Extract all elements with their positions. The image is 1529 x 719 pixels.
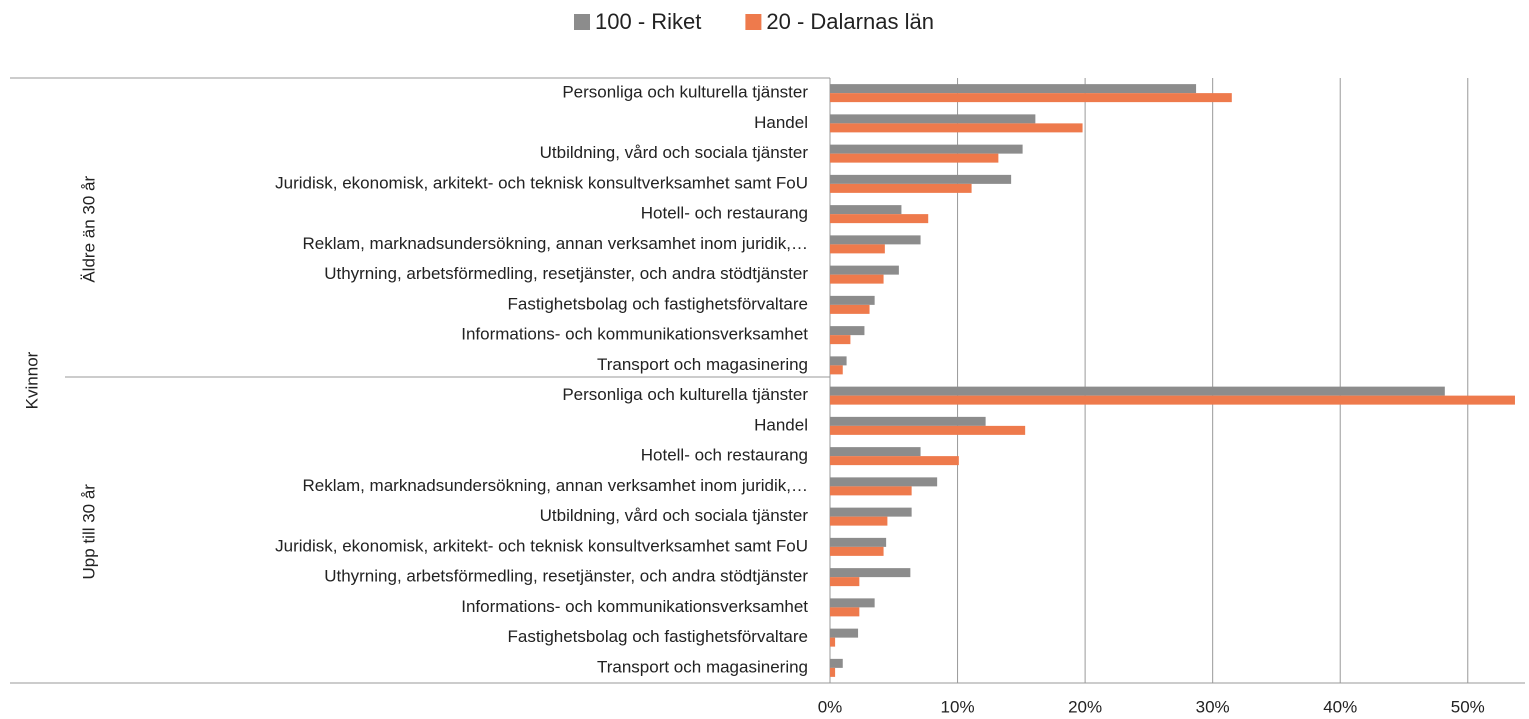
- bar: [830, 456, 959, 466]
- bar: [830, 386, 1445, 396]
- x-tick-label: 10%: [941, 697, 975, 716]
- x-tick-label: 30%: [1196, 697, 1230, 716]
- legend-label: 20 - Dalarnas län: [766, 9, 934, 34]
- legend-label: 100 - Riket: [595, 9, 701, 34]
- bar: [830, 568, 911, 578]
- bar: [830, 395, 1515, 405]
- y-tick-label: Utbildning, vård och sociala tjänster: [540, 506, 809, 525]
- bar: [830, 537, 887, 547]
- bar: [830, 607, 860, 617]
- bar: [830, 93, 1232, 103]
- y-tick-label: Uthyrning, arbetsförmedling, resetjänste…: [324, 567, 808, 586]
- bar: [830, 507, 912, 517]
- bar: [830, 637, 836, 647]
- bar: [830, 274, 884, 284]
- x-tick-label: 40%: [1323, 697, 1357, 716]
- y-tick-label: Transport och magasinering: [597, 355, 808, 374]
- bar: [830, 628, 859, 638]
- bar: [830, 546, 884, 556]
- y-tick-label: Hotell- och restaurang: [641, 204, 808, 223]
- bar: [830, 356, 847, 366]
- y-tick-label: Personliga och kulturella tjänster: [562, 385, 808, 404]
- bar: [830, 365, 843, 375]
- x-tick-label: 50%: [1451, 697, 1485, 716]
- y-tick-label: Handel: [754, 415, 808, 434]
- bar: [830, 265, 899, 275]
- bar: [830, 416, 986, 426]
- group-label: Äldre än 30 år: [79, 176, 98, 283]
- bar: [830, 667, 836, 677]
- bar: [830, 183, 972, 193]
- x-tick-label: 0%: [818, 697, 843, 716]
- y-tick-label: Handel: [754, 113, 808, 132]
- y-tick-label: Transport och magasinering: [597, 657, 808, 676]
- bar: [830, 486, 912, 496]
- y-tick-label: Reklam, marknadsundersökning, annan verk…: [302, 476, 808, 495]
- bar: [830, 214, 929, 224]
- y-tick-label: Uthyrning, arbetsförmedling, resetjänste…: [324, 264, 808, 283]
- bar: [830, 516, 888, 526]
- bar: [830, 174, 1012, 184]
- bar: [830, 425, 1026, 435]
- y-tick-label: Juridisk, ekonomisk, arkitekt- och tekni…: [275, 536, 808, 555]
- bar: [830, 598, 875, 608]
- y-tick-label: Informations- och kommunikationsverksamh…: [461, 597, 808, 616]
- legend-swatch: [745, 14, 762, 30]
- y-tick-label: Informations- och kommunikationsverksamh…: [461, 325, 808, 344]
- x-tick-label: 20%: [1068, 697, 1102, 716]
- y-tick-label: Fastighetsbolag och fastighetsförvaltare: [507, 294, 808, 313]
- bar: [830, 123, 1083, 133]
- bar: [830, 244, 885, 254]
- bar: [830, 153, 999, 163]
- y-tick-label: Personliga och kulturella tjänster: [562, 83, 808, 102]
- bar: [830, 84, 1197, 94]
- legend-swatch: [574, 14, 590, 30]
- y-tick-label: Reklam, marknadsundersökning, annan verk…: [302, 234, 808, 253]
- bar: [830, 477, 938, 487]
- bar: [830, 205, 902, 215]
- bar: [830, 335, 851, 345]
- bar: [830, 326, 865, 336]
- bar: [830, 304, 870, 314]
- group-label: Upp till 30 år: [79, 484, 98, 580]
- bar: [830, 658, 843, 668]
- outer-group-label: Kvinnor: [22, 351, 41, 409]
- y-tick-label: Utbildning, vård och sociala tjänster: [540, 143, 809, 162]
- y-tick-label: Hotell- och restaurang: [641, 446, 808, 465]
- bar: [830, 144, 1023, 154]
- y-tick-label: Fastighetsbolag och fastighetsförvaltare: [507, 627, 808, 646]
- bar: [830, 447, 921, 457]
- bar: [830, 114, 1036, 124]
- bar: [830, 295, 875, 305]
- bar: [830, 577, 860, 587]
- y-tick-label: Juridisk, ekonomisk, arkitekt- och tekni…: [275, 173, 808, 192]
- bar: [830, 235, 921, 245]
